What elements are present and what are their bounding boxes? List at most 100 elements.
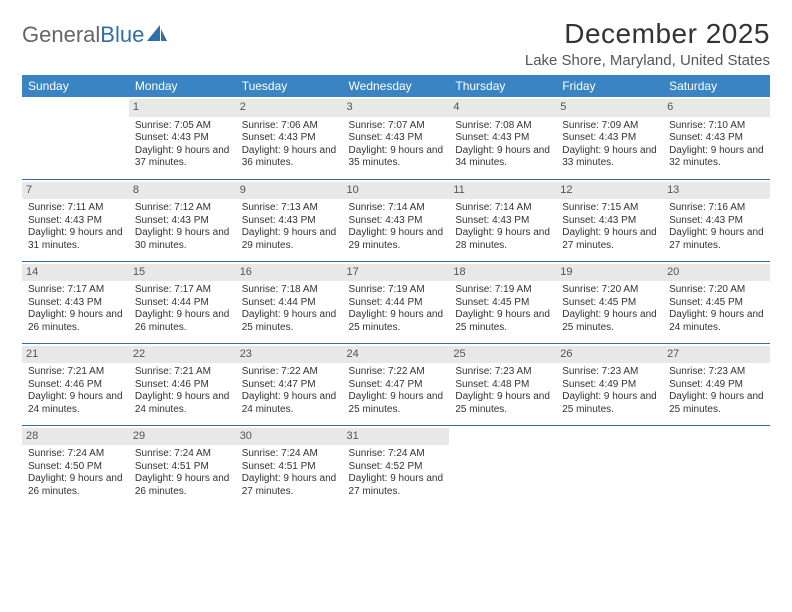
day-cell: 24Sunrise: 7:22 AMSunset: 4:47 PMDayligh… <box>343 343 450 425</box>
day-cell <box>449 425 556 507</box>
day-cell: 25 Sunrise: 7:23 AMSunset: 4:48 PMDayligh… <box>449 343 556 425</box>
day-number: 14 <box>22 264 129 282</box>
day-cell: 1 Sunrise: 7:05 AMSunset: 4:43 PMDaylight… <box>129 97 236 179</box>
day-number: 20 <box>663 264 770 282</box>
day-header: Friday <box>556 75 663 97</box>
day-number: 5 <box>556 99 663 117</box>
day-cell: 16 Sunrise: 7:18 AMSunset: 4:44 PMDayligh… <box>236 261 343 343</box>
day-number: 4 <box>449 99 556 117</box>
logo: GeneralBlue <box>22 18 168 46</box>
day-info: Sunrise: 7:23 AMSunset: 4:49 PMDaylight:… <box>562 366 657 416</box>
day-number: 30 <box>236 428 343 446</box>
day-info: Sunrise: 7:18 AMSunset: 4:44 PMDaylight:… <box>242 284 337 334</box>
day-cell: 22 Sunrise: 7:21 AMSunset: 4:46 PMDayligh… <box>129 343 236 425</box>
logo-text-1: General <box>22 24 100 46</box>
day-info: Sunrise: 7:14 AMSunset: 4:43 PMDaylight:… <box>349 202 444 252</box>
day-cell: 9 Sunrise: 7:13 AMSunset: 4:43 PMDaylight… <box>236 179 343 261</box>
day-cell: 14 Sunrise: 7:17 AMSunset: 4:43 PMDayligh… <box>22 261 129 343</box>
day-cell: 2Sunrise: 7:06 AMSunset: 4:43 PMDaylight… <box>236 97 343 179</box>
day-header: Monday <box>129 75 236 97</box>
day-info: Sunrise: 7:09 AMSunset: 4:43 PMDaylight:… <box>562 120 657 170</box>
day-cell: 6 Sunrise: 7:10 AMSunset: 4:43 PMDaylight… <box>663 97 770 179</box>
day-number: 24 <box>343 346 450 364</box>
logo-sail-icon <box>146 23 168 43</box>
day-number: 19 <box>556 264 663 282</box>
day-header: Tuesday <box>236 75 343 97</box>
day-info: Sunrise: 7:21 AMSunset: 4:46 PMDaylight:… <box>135 366 230 416</box>
day-number: 2 <box>236 99 343 117</box>
day-info: Sunrise: 7:13 AMSunset: 4:43 PMDaylight:… <box>242 202 337 252</box>
calendar-body: 1 Sunrise: 7:05 AMSunset: 4:43 PMDaylight… <box>22 97 770 507</box>
day-header-row: SundayMondayTuesdayWednesdayThursdayFrid… <box>22 75 770 97</box>
day-info: Sunrise: 7:24 AMSunset: 4:51 PMDaylight:… <box>242 448 337 498</box>
day-info: Sunrise: 7:17 AMSunset: 4:43 PMDaylight:… <box>28 284 123 334</box>
day-info: Sunrise: 7:17 AMSunset: 4:44 PMDaylight:… <box>135 284 230 334</box>
day-info: Sunrise: 7:05 AMSunset: 4:43 PMDaylight:… <box>135 120 230 170</box>
location: Lake Shore, Maryland, United States <box>525 52 770 69</box>
day-header: Wednesday <box>343 75 450 97</box>
day-number: 18 <box>449 264 556 282</box>
week-row: 14 Sunrise: 7:17 AMSunset: 4:43 PMDayligh… <box>22 261 770 343</box>
day-info: Sunrise: 7:23 AMSunset: 4:49 PMDaylight:… <box>669 366 764 416</box>
day-info: Sunrise: 7:20 AMSunset: 4:45 PMDaylight:… <box>562 284 657 334</box>
day-info: Sunrise: 7:21 AMSunset: 4:46 PMDaylight:… <box>28 366 123 416</box>
day-header: Thursday <box>449 75 556 97</box>
day-cell: 20 Sunrise: 7:20 AMSunset: 4:45 PMDayligh… <box>663 261 770 343</box>
week-row: 1 Sunrise: 7:05 AMSunset: 4:43 PMDaylight… <box>22 97 770 179</box>
day-number: 25 <box>449 346 556 364</box>
day-info: Sunrise: 7:23 AMSunset: 4:48 PMDaylight:… <box>455 366 550 416</box>
day-header: Sunday <box>22 75 129 97</box>
day-cell: 28Sunrise: 7:24 AMSunset: 4:50 PMDayligh… <box>22 425 129 507</box>
day-info: Sunrise: 7:24 AMSunset: 4:51 PMDaylight:… <box>135 448 230 498</box>
day-number: 16 <box>236 264 343 282</box>
day-number: 7 <box>22 182 129 200</box>
day-cell: 10 Sunrise: 7:14 AMSunset: 4:43 PMDayligh… <box>343 179 450 261</box>
day-info: Sunrise: 7:12 AMSunset: 4:43 PMDaylight:… <box>135 202 230 252</box>
day-info: Sunrise: 7:24 AMSunset: 4:52 PMDaylight:… <box>349 448 444 498</box>
day-number: 28 <box>22 428 129 446</box>
day-info: Sunrise: 7:14 AMSunset: 4:43 PMDaylight:… <box>455 202 550 252</box>
day-number: 17 <box>343 264 450 282</box>
day-number: 13 <box>663 182 770 200</box>
day-cell: 8 Sunrise: 7:12 AMSunset: 4:43 PMDaylight… <box>129 179 236 261</box>
day-cell: 21 Sunrise: 7:21 AMSunset: 4:46 PMDayligh… <box>22 343 129 425</box>
day-cell: 31Sunrise: 7:24 AMSunset: 4:52 PMDayligh… <box>343 425 450 507</box>
day-cell: 30 Sunrise: 7:24 AMSunset: 4:51 PMDayligh… <box>236 425 343 507</box>
day-cell: 7 Sunrise: 7:11 AMSunset: 4:43 PMDaylight… <box>22 179 129 261</box>
day-info: Sunrise: 7:22 AMSunset: 4:47 PMDaylight:… <box>242 366 337 416</box>
day-cell: 13 Sunrise: 7:16 AMSunset: 4:43 PMDayligh… <box>663 179 770 261</box>
calendar-head: SundayMondayTuesdayWednesdayThursdayFrid… <box>22 75 770 97</box>
header: GeneralBlue December 2025 Lake Shore, Ma… <box>22 18 770 69</box>
day-cell: 26 Sunrise: 7:23 AMSunset: 4:49 PMDayligh… <box>556 343 663 425</box>
day-header: Saturday <box>663 75 770 97</box>
day-cell <box>22 97 129 179</box>
calendar-table: SundayMondayTuesdayWednesdayThursdayFrid… <box>22 75 770 507</box>
day-number: 26 <box>556 346 663 364</box>
day-cell: 5 Sunrise: 7:09 AMSunset: 4:43 PMDaylight… <box>556 97 663 179</box>
day-number: 23 <box>236 346 343 364</box>
day-cell <box>556 425 663 507</box>
day-number: 22 <box>129 346 236 364</box>
day-cell: 17Sunrise: 7:19 AMSunset: 4:44 PMDayligh… <box>343 261 450 343</box>
day-number: 8 <box>129 182 236 200</box>
logo-text-2: Blue <box>100 24 144 46</box>
day-info: Sunrise: 7:16 AMSunset: 4:43 PMDaylight:… <box>669 202 764 252</box>
day-number: 6 <box>663 99 770 117</box>
day-number: 11 <box>449 182 556 200</box>
day-number: 12 <box>556 182 663 200</box>
title-block: December 2025 Lake Shore, Maryland, Unit… <box>525 18 770 69</box>
day-cell: 18 Sunrise: 7:19 AMSunset: 4:45 PMDayligh… <box>449 261 556 343</box>
day-info: Sunrise: 7:11 AMSunset: 4:43 PMDaylight:… <box>28 202 123 252</box>
day-cell <box>663 425 770 507</box>
day-cell: 15Sunrise: 7:17 AMSunset: 4:44 PMDayligh… <box>129 261 236 343</box>
day-number: 21 <box>22 346 129 364</box>
day-info: Sunrise: 7:10 AMSunset: 4:43 PMDaylight:… <box>669 120 764 170</box>
day-number: 1 <box>129 99 236 117</box>
day-number: 3 <box>343 99 450 117</box>
day-cell: 4Sunrise: 7:08 AMSunset: 4:43 PMDaylight… <box>449 97 556 179</box>
day-number: 10 <box>343 182 450 200</box>
day-info: Sunrise: 7:19 AMSunset: 4:45 PMDaylight:… <box>455 284 550 334</box>
day-number: 27 <box>663 346 770 364</box>
day-number: 9 <box>236 182 343 200</box>
day-info: Sunrise: 7:20 AMSunset: 4:45 PMDaylight:… <box>669 284 764 334</box>
